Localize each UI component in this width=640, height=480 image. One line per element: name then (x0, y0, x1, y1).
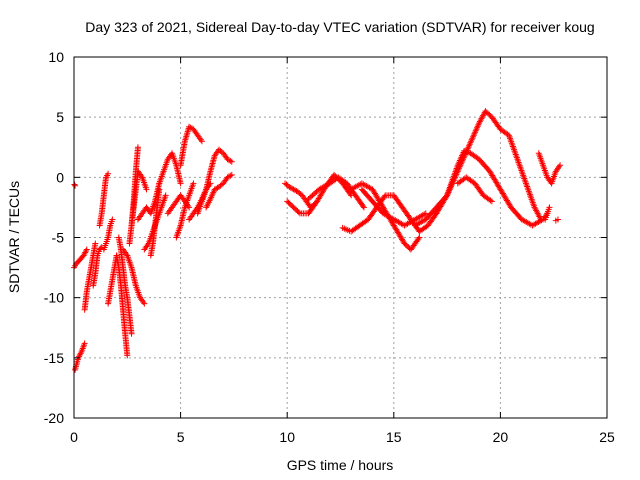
tick-layer: 0 5 10 15 20 25 -20 -15 -10 -5 0 5 10 (44, 49, 615, 445)
data-point-fill (487, 197, 494, 204)
series-arc-17 (156, 150, 184, 187)
series-arc-05 (90, 244, 105, 289)
data-point (143, 186, 150, 193)
data-point (134, 144, 141, 151)
series-arc-04 (81, 240, 99, 313)
data-point-fill (415, 235, 422, 242)
series-arc-29 (358, 186, 429, 229)
data-point (109, 216, 116, 223)
x-axis-label: GPS time / hours (287, 457, 394, 473)
series-arc-31 (433, 147, 551, 229)
series-arc-03 (72, 340, 88, 373)
series-arc-06 (96, 170, 112, 229)
data-point-fill (360, 203, 367, 210)
x-tick-label: 15 (386, 429, 402, 445)
data-point-fill (381, 193, 388, 200)
y-tick-label: 0 (56, 169, 64, 185)
y-tick-label: 10 (48, 49, 64, 65)
series-arc-19 (173, 180, 197, 241)
chart-title: Day 323 of 2021, Sidereal Day-to-day VTE… (85, 19, 594, 35)
data-point-fill (443, 193, 450, 200)
data-point (198, 138, 205, 145)
y-tick-label: -5 (52, 230, 65, 246)
series-arc-32 (454, 174, 495, 205)
data-point (554, 216, 561, 223)
data-point (177, 180, 184, 187)
series-arc-22 (194, 146, 235, 217)
series-arc-34 (542, 204, 553, 223)
y-tick-label: -10 (44, 290, 64, 306)
data-point (228, 171, 235, 178)
data-point (141, 300, 148, 307)
data-point (422, 210, 429, 217)
data-point (128, 330, 135, 337)
y-tick-label: -20 (44, 410, 64, 426)
series-arc-13 (128, 168, 150, 229)
series-arc-01 (71, 246, 90, 271)
series-arc-16 (147, 186, 163, 259)
series-arc-35 (552, 216, 561, 224)
series-arc-23 (203, 171, 235, 211)
x-tick-label: 25 (599, 429, 615, 445)
data-point (162, 192, 169, 199)
series-arc-27 (339, 192, 440, 235)
series-arc-11 (120, 246, 148, 307)
series-arc-07 (100, 216, 116, 253)
data-point (228, 158, 235, 165)
data-point (190, 180, 197, 187)
data-point (546, 204, 553, 211)
data-point (83, 246, 90, 253)
data-point (416, 234, 423, 241)
data-point (105, 170, 112, 177)
y-tick-label: -15 (44, 350, 64, 366)
x-tick-label: 5 (177, 429, 185, 445)
data-point (92, 240, 99, 247)
data-point (360, 204, 367, 211)
data-point-fill (295, 209, 302, 216)
data-point (156, 186, 163, 193)
series-arc-33 (535, 150, 564, 187)
data-point (124, 352, 131, 359)
data-layer (71, 108, 564, 373)
x-tick-label: 10 (279, 429, 295, 445)
data-point-fill (227, 157, 234, 164)
x-tick-label: 0 (70, 429, 78, 445)
series-arc-09 (113, 252, 131, 359)
data-point (557, 162, 564, 169)
data-point-fill (97, 245, 104, 252)
data-point (72, 182, 79, 189)
y-axis-label: SDTVAR / TECUs (6, 181, 22, 293)
data-point (488, 198, 495, 205)
data-point (81, 340, 88, 347)
series-arc-20 (177, 123, 205, 169)
y-tick-label: 5 (56, 109, 64, 125)
data-point-fill (227, 172, 234, 179)
series-arc-10 (115, 234, 135, 337)
x-tick-label: 20 (493, 429, 509, 445)
series-arc-28 (348, 180, 423, 253)
